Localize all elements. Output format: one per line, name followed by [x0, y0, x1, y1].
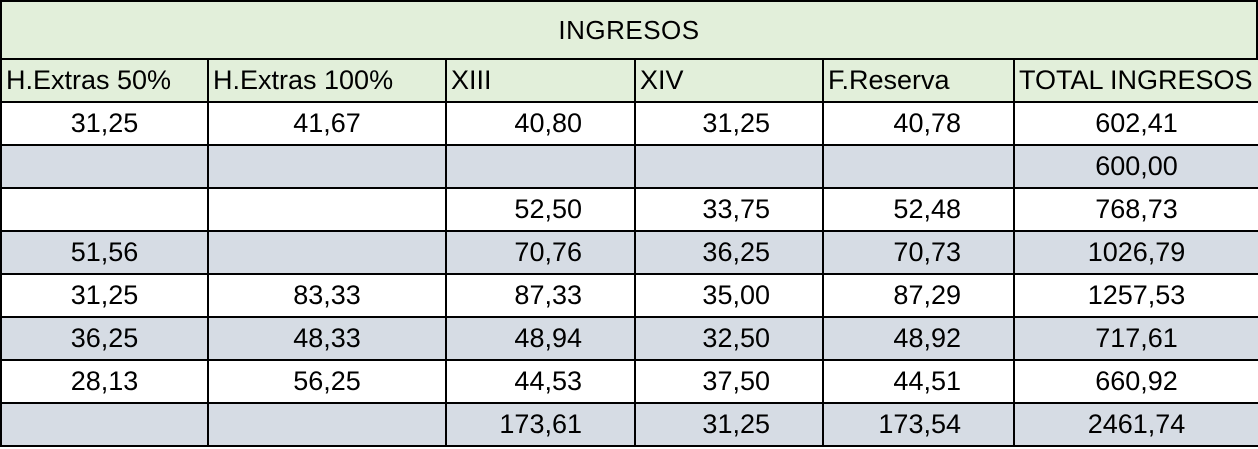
table-row: 31,25 83,33 87,33 35,00 87,29 1257,53 — [0, 273, 1258, 318]
cell-f-reserva[interactable]: 52,48 — [822, 187, 1015, 232]
cell-total-ingresos[interactable]: 717,61 — [1013, 316, 1258, 361]
table-row: 31,25 41,67 40,80 31,25 40,78 602,41 — [0, 101, 1258, 146]
cell-h-extras-50[interactable] — [0, 144, 209, 189]
cell-total-ingresos[interactable]: 1026,79 — [1013, 230, 1258, 275]
table-row: 36,25 48,33 48,94 32,50 48,92 717,61 — [0, 316, 1258, 361]
cell-total-ingresos[interactable]: 660,92 — [1013, 359, 1258, 404]
cell-f-reserva[interactable] — [822, 144, 1015, 189]
cell-total-ingresos[interactable]: 600,00 — [1013, 144, 1258, 189]
header-xiv[interactable]: XIV — [634, 58, 824, 103]
cell-h-extras-50[interactable]: 31,25 — [0, 273, 209, 318]
cell-xiv[interactable]: 35,00 — [634, 273, 824, 318]
cell-xiii[interactable]: 44,53 — [445, 359, 636, 404]
cell-h-extras-100[interactable]: 56,25 — [207, 359, 447, 404]
cell-xiii[interactable] — [445, 144, 636, 189]
cell-f-reserva[interactable]: 173,54 — [822, 402, 1015, 447]
cell-f-reserva[interactable]: 48,92 — [822, 316, 1015, 361]
cell-xiv[interactable]: 32,50 — [634, 316, 824, 361]
cell-xiv[interactable]: 31,25 — [634, 402, 824, 447]
cell-f-reserva[interactable]: 40,78 — [822, 101, 1015, 146]
cell-total-ingresos[interactable]: 1257,53 — [1013, 273, 1258, 318]
header-h-extras-100[interactable]: H.Extras 100% — [207, 58, 447, 103]
table-row: 52,50 33,75 52,48 768,73 — [0, 187, 1258, 232]
cell-xiii[interactable]: 40,80 — [445, 101, 636, 146]
table-row: 28,13 56,25 44,53 37,50 44,51 660,92 — [0, 359, 1258, 404]
cell-h-extras-100[interactable] — [207, 144, 447, 189]
sheet-title[interactable]: INGRESOS — [0, 0, 1258, 58]
cell-xiii[interactable]: 173,61 — [445, 402, 636, 447]
cell-xiii[interactable]: 52,50 — [445, 187, 636, 232]
header-h-extras-50[interactable]: H.Extras 50% — [0, 58, 209, 103]
table-row: 600,00 — [0, 144, 1258, 189]
cell-xiii[interactable]: 48,94 — [445, 316, 636, 361]
cell-xiv[interactable]: 33,75 — [634, 187, 824, 232]
cell-h-extras-50[interactable]: 36,25 — [0, 316, 209, 361]
cell-h-extras-50[interactable]: 31,25 — [0, 101, 209, 146]
header-f-reserva[interactable]: F.Reserva — [822, 58, 1015, 103]
table-row: 173,61 31,25 173,54 2461,74 — [0, 402, 1258, 447]
cell-xiii[interactable]: 87,33 — [445, 273, 636, 318]
header-total-ingresos[interactable]: TOTAL INGRESOS — [1013, 58, 1258, 103]
ingresos-table: H.Extras 50% H.Extras 100% XIII XIV F.Re… — [0, 58, 1258, 447]
cell-f-reserva[interactable]: 70,73 — [822, 230, 1015, 275]
cell-xiv[interactable]: 31,25 — [634, 101, 824, 146]
cell-h-extras-100[interactable]: 48,33 — [207, 316, 447, 361]
cell-h-extras-100[interactable] — [207, 230, 447, 275]
cell-h-extras-50[interactable]: 28,13 — [0, 359, 209, 404]
table-row: 51,56 70,76 36,25 70,73 1026,79 — [0, 230, 1258, 275]
cell-h-extras-50[interactable] — [0, 187, 209, 232]
cell-xiii[interactable]: 70,76 — [445, 230, 636, 275]
cell-f-reserva[interactable]: 44,51 — [822, 359, 1015, 404]
cell-h-extras-50[interactable]: 51,56 — [0, 230, 209, 275]
cell-h-extras-50[interactable] — [0, 402, 209, 447]
cell-xiv[interactable] — [634, 144, 824, 189]
cell-h-extras-100[interactable]: 83,33 — [207, 273, 447, 318]
cell-total-ingresos[interactable]: 602,41 — [1013, 101, 1258, 146]
header-row: H.Extras 50% H.Extras 100% XIII XIV F.Re… — [0, 58, 1258, 103]
cell-h-extras-100[interactable] — [207, 402, 447, 447]
cell-f-reserva[interactable]: 87,29 — [822, 273, 1015, 318]
cell-xiv[interactable]: 36,25 — [634, 230, 824, 275]
cell-xiv[interactable]: 37,50 — [634, 359, 824, 404]
cell-total-ingresos[interactable]: 768,73 — [1013, 187, 1258, 232]
cell-h-extras-100[interactable]: 41,67 — [207, 101, 447, 146]
header-xiii[interactable]: XIII — [445, 58, 636, 103]
cell-h-extras-100[interactable] — [207, 187, 447, 232]
cell-total-ingresos[interactable]: 2461,74 — [1013, 402, 1258, 447]
